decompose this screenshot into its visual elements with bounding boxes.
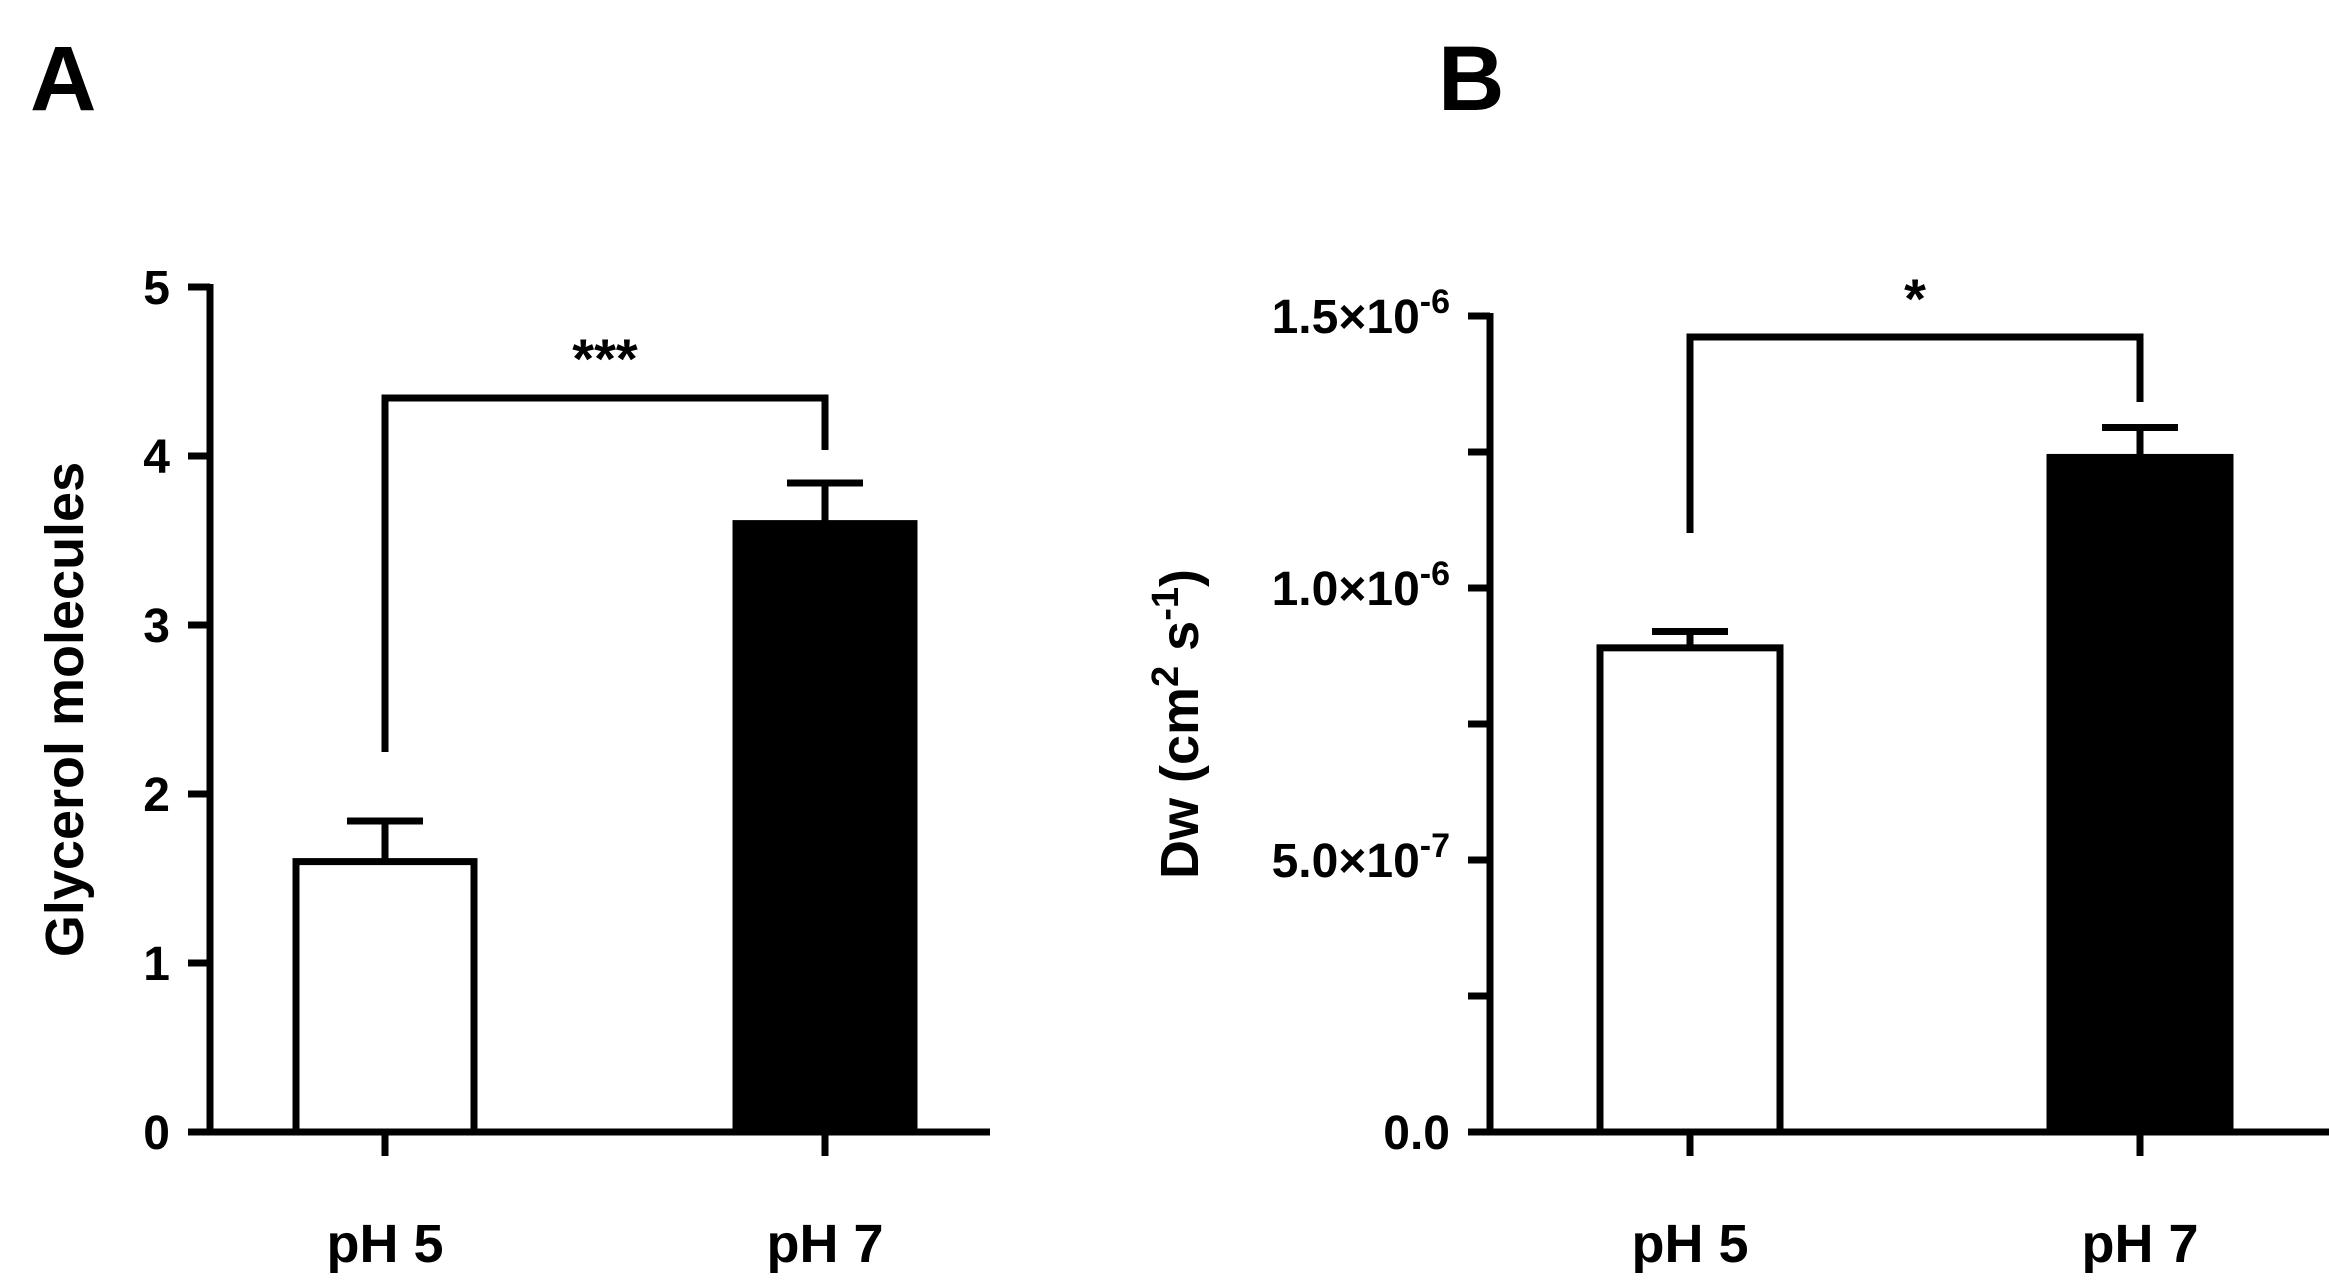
- panel-a-significance-label: ***: [572, 327, 638, 390]
- panel-b-y-tick-label: 1.5×10-6: [1272, 283, 1450, 344]
- tick-label-mantissa: 5.0×10: [1272, 835, 1420, 888]
- panel-a-x-tick-label: pH 7: [766, 1214, 883, 1274]
- panel-a-letter: A: [30, 28, 96, 130]
- panel-b-x-tick-label: pH 7: [2081, 1214, 2198, 1274]
- panel-a-y-tick-label: 4: [143, 431, 170, 484]
- panel-b-y-tick-label: 0.0: [1383, 1107, 1450, 1160]
- y-title-superscript: -1: [1145, 587, 1187, 621]
- panel-b-y-axis-title: Dw (cm2 s-1): [1145, 569, 1210, 879]
- panel-a-y-tick-label: 0: [143, 1107, 170, 1160]
- panel-b-bar-ph5: [1596, 644, 1784, 1136]
- panel-a-y-tick-label: 3: [143, 600, 170, 653]
- y-title-part: s: [1150, 621, 1210, 666]
- tick-label-exponent: -6: [1420, 283, 1450, 321]
- panel-b-significance-bracket: [1686, 333, 2144, 533]
- tick-label-exponent: -6: [1420, 555, 1450, 593]
- y-title-superscript: 2: [1145, 666, 1187, 687]
- y-title-part: ): [1150, 569, 1210, 587]
- panel-a: A 0 1 2 3 4 5 pH 5 pH 7 Glycerol molecules ***: [30, 28, 990, 1274]
- panel-a-y-tick-label: 5: [143, 262, 170, 315]
- panel-b-y-tick-label: 5.0×10-7: [1272, 827, 1450, 888]
- panel-a-x-tick-label: pH 5: [326, 1214, 443, 1274]
- panel-b-x-tick-label: pH 5: [1631, 1214, 1748, 1274]
- panel-a-y-axis-title: Glycerol molecules: [35, 462, 95, 957]
- tick-label-mantissa: 1.5×10: [1272, 291, 1420, 344]
- panel-a-y-tick-label: 2: [143, 769, 170, 822]
- tick-label-mantissa: 1.0×10: [1272, 563, 1420, 616]
- panel-a-bar-ph5: [292, 858, 478, 1136]
- panel-b-bar-ph7: [2046, 453, 2234, 1136]
- panel-a-bar-ph7: [732, 520, 918, 1136]
- panel-b-significance-label: *: [1904, 267, 1926, 330]
- tick-label-mantissa: 0.0: [1383, 1107, 1450, 1160]
- panel-a-y-tick-label: 1: [143, 938, 170, 991]
- panel-b-letter: B: [1438, 28, 1504, 130]
- panel-b: B0.05.0×10-71.0×10-61.5×10-6pH 5 pH 7Dw (…: [1145, 28, 2329, 1274]
- panel-b-y-tick-label: 1.0×10-6: [1272, 555, 1450, 616]
- y-title-part: Dw (cm: [1150, 687, 1210, 879]
- tick-label-exponent: -7: [1420, 827, 1450, 865]
- panel-a-significance-bracket: [381, 394, 829, 752]
